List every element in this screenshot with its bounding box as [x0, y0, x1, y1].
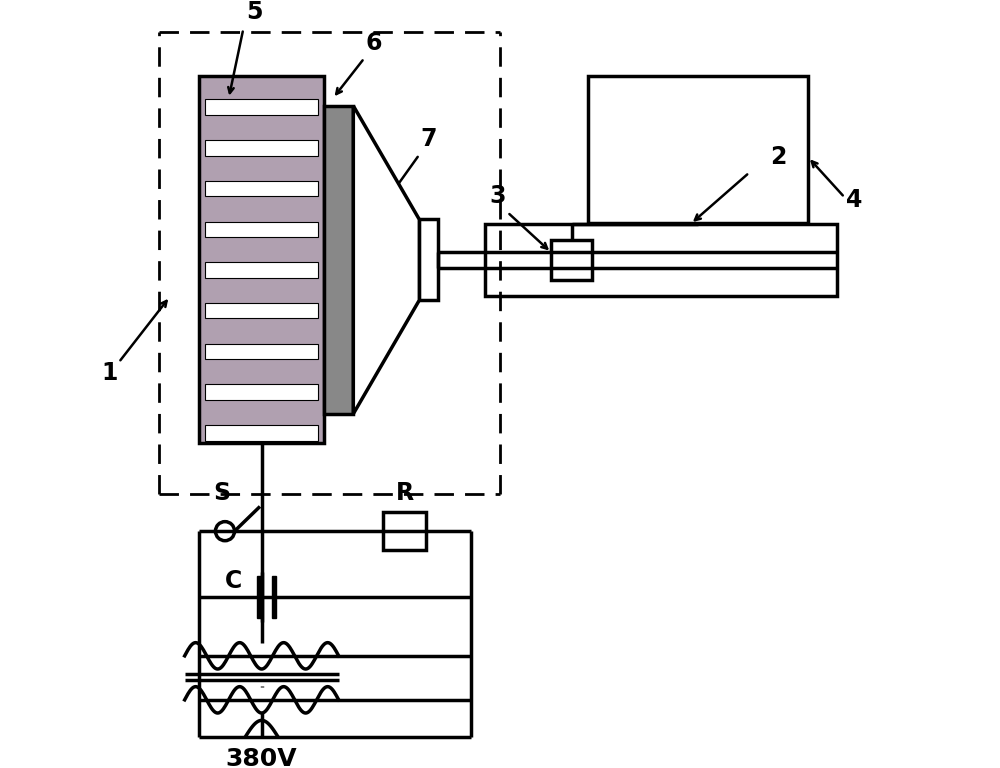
Bar: [205, 221, 318, 237]
Bar: [205, 425, 318, 441]
Bar: [485, 224, 837, 296]
Text: R: R: [396, 482, 414, 505]
Bar: [324, 106, 353, 414]
Bar: [205, 303, 318, 319]
Text: 5: 5: [246, 0, 263, 25]
Bar: [205, 180, 318, 197]
Bar: [551, 240, 592, 280]
Bar: [419, 220, 438, 300]
Text: 380V: 380V: [226, 746, 297, 768]
Text: 3: 3: [490, 184, 506, 207]
Bar: [588, 77, 808, 223]
Polygon shape: [353, 106, 419, 414]
Bar: [205, 262, 318, 278]
Bar: [383, 512, 426, 550]
Bar: [205, 344, 318, 359]
Bar: [257, 576, 262, 618]
Bar: [272, 576, 276, 618]
Text: S: S: [213, 482, 230, 505]
Text: 4: 4: [846, 188, 862, 212]
Text: 6: 6: [366, 31, 382, 55]
Bar: [205, 99, 318, 114]
Bar: [205, 385, 318, 400]
Text: 7: 7: [421, 127, 437, 151]
Text: 1: 1: [101, 362, 117, 386]
Text: 2: 2: [770, 144, 787, 169]
Bar: [205, 140, 318, 156]
Bar: [199, 77, 324, 443]
Text: C: C: [225, 569, 242, 594]
